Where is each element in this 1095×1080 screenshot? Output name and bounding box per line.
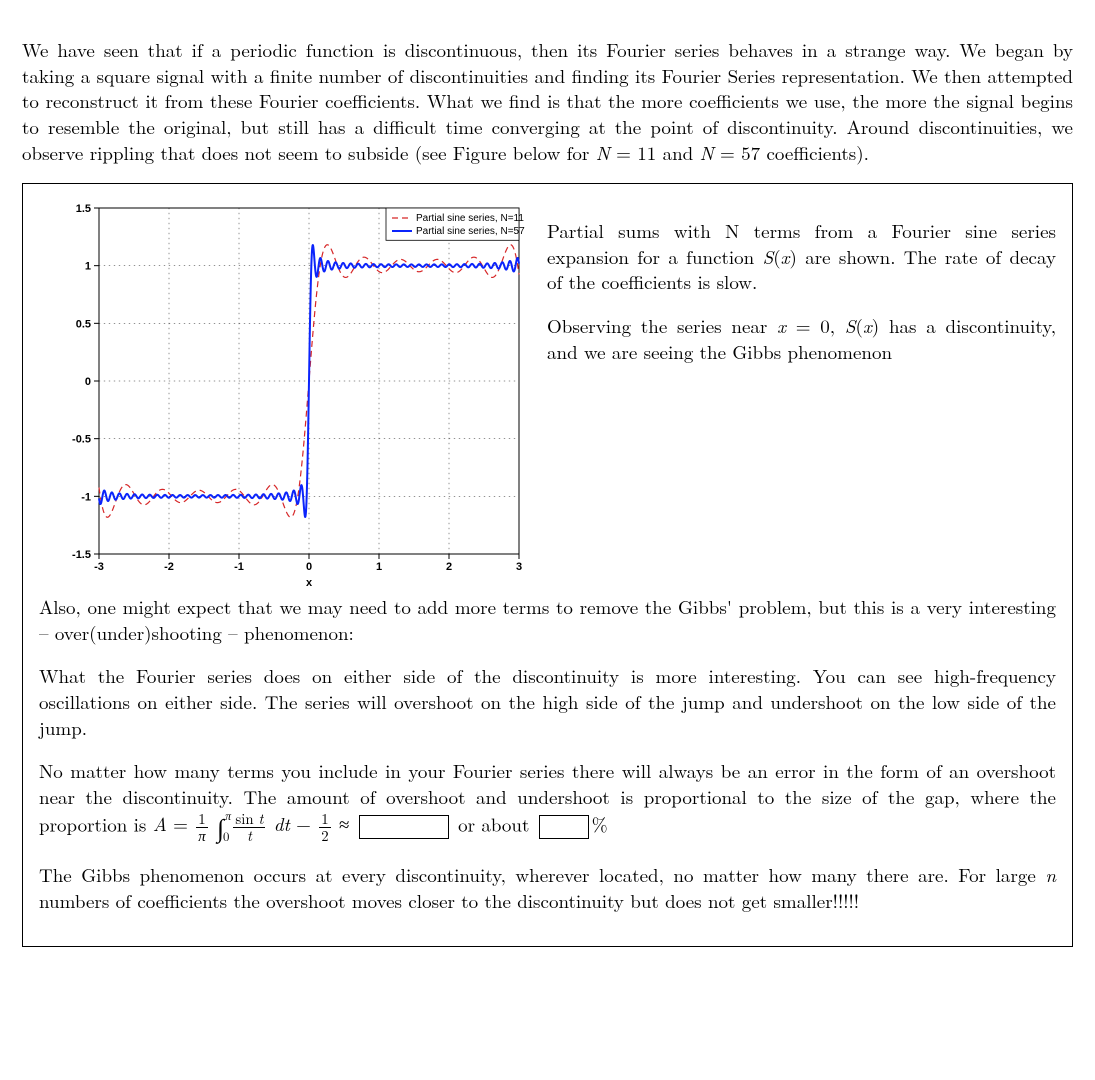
svg-text:2: 2 bbox=[446, 561, 452, 573]
blank-input-value[interactable] bbox=[359, 815, 449, 839]
svg-text:1: 1 bbox=[376, 561, 382, 573]
side-paragraph-1: Partial sums with N terms from a Fourier… bbox=[547, 218, 1056, 295]
lower-paragraph-4: The Gibbs phenomenon occurs at every dis… bbox=[39, 862, 1056, 913]
svg-text:Partial sine series, N=57: Partial sine series, N=57 bbox=[416, 226, 525, 237]
blank-input-percent[interactable] bbox=[539, 815, 589, 839]
svg-text:1.5: 1.5 bbox=[76, 203, 91, 215]
lower-p3-mid1: or about bbox=[458, 810, 536, 837]
figure-box: -3 -2 -1 0 1 2 3 -1.5 -1 -0.5 0 0.5 1 1.5 x Partial sin… bbox=[22, 183, 1073, 946]
intro-paragraph: We have seen that if a periodic function… bbox=[22, 37, 1073, 165]
svg-text:x: x bbox=[306, 577, 313, 589]
svg-text:0: 0 bbox=[85, 376, 91, 388]
svg-text:3: 3 bbox=[516, 561, 522, 573]
svg-text:-0.5: -0.5 bbox=[72, 434, 91, 446]
lower-p3-mid2: % bbox=[592, 810, 608, 837]
lower-paragraph-2: What the Fourier series does on either s… bbox=[39, 663, 1056, 740]
svg-text:-3: -3 bbox=[94, 561, 104, 573]
svg-text:-1: -1 bbox=[234, 561, 244, 573]
svg-text:1: 1 bbox=[85, 261, 91, 273]
svg-text:-1.5: -1.5 bbox=[72, 549, 91, 561]
lower-paragraph-1: Also, one might expect that we may need … bbox=[39, 594, 1056, 645]
gibbs-plot: -3 -2 -1 0 1 2 3 -1.5 -1 -0.5 0 0.5 1 1.5 x Partial sin… bbox=[39, 194, 529, 594]
lower-paragraph-3: No matter how many terms you include in … bbox=[39, 758, 1056, 844]
proportion-formula: A = 1π ∫π0 sin tt dt − 12 ≈ bbox=[153, 810, 356, 837]
svg-text:-1: -1 bbox=[81, 492, 91, 504]
svg-text:Partial sine series, N=11: Partial sine series, N=11 bbox=[416, 213, 524, 224]
side-paragraph-2: Observing the series near x = 0, S(x) ha… bbox=[547, 313, 1056, 364]
svg-text:0: 0 bbox=[306, 561, 312, 573]
svg-text:0.5: 0.5 bbox=[76, 319, 91, 331]
svg-text:-2: -2 bbox=[164, 561, 174, 573]
